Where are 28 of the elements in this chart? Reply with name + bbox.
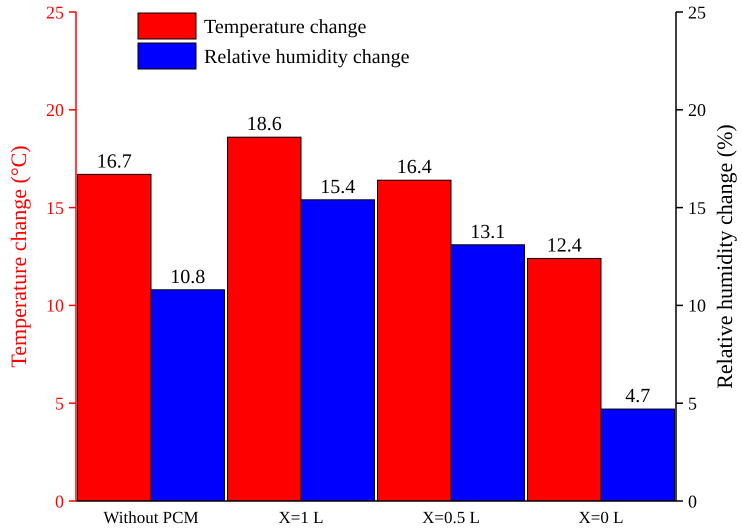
y2-axis-title: Relative humidity change (%) xyxy=(712,124,737,389)
data-label: 16.7 xyxy=(96,150,132,172)
legend-label: Temperature change xyxy=(204,16,367,38)
y2-tick-label: 20 xyxy=(688,100,706,120)
y2-tick-label: 5 xyxy=(688,394,697,414)
x-tick-label: X=0 L xyxy=(578,508,624,527)
y2-tick-label: 15 xyxy=(688,198,706,218)
data-label: 16.4 xyxy=(396,156,432,178)
y-tick-label: 10 xyxy=(46,296,64,316)
data-label: 18.6 xyxy=(246,113,282,136)
legend-label: Relative humidity change xyxy=(204,46,410,68)
data-label: 4.7 xyxy=(625,385,650,408)
data-label: 13.1 xyxy=(470,220,506,243)
data-label: 10.8 xyxy=(170,266,206,288)
y2-tick-label: 10 xyxy=(688,296,706,316)
y2-tick-label: 0 xyxy=(688,491,697,512)
x-tick-label: Without PCM xyxy=(103,508,199,527)
data-label: 12.4 xyxy=(546,234,582,256)
y-tick-label: 25 xyxy=(46,2,64,22)
y-tick-label: 5 xyxy=(55,394,64,414)
y-tick-label: 0 xyxy=(55,491,64,512)
y2-tick-label: 25 xyxy=(688,2,706,22)
data-label: 15.4 xyxy=(320,176,356,198)
y-axis-title: Temperature change (°C) xyxy=(6,145,31,368)
x-tick-label: X=0.5 L xyxy=(422,508,480,527)
y-tick-label: 15 xyxy=(46,198,64,218)
x-tick-label: X=1 L xyxy=(278,508,324,527)
y-tick-label: 20 xyxy=(46,100,64,120)
